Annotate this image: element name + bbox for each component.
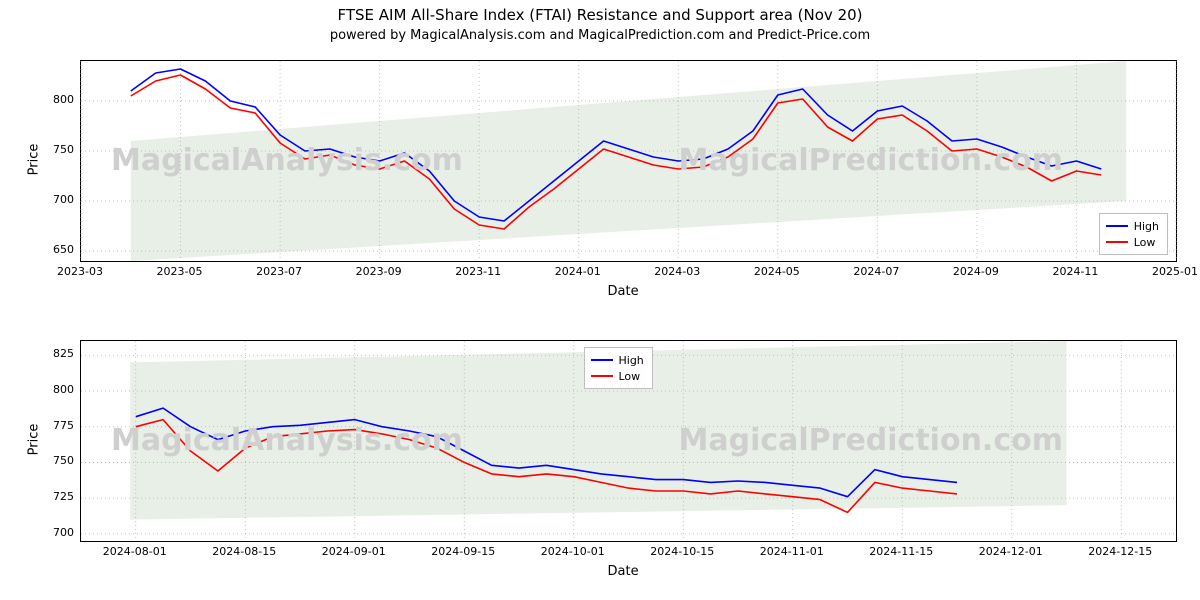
x-tick-label: 2024-09-15 xyxy=(428,545,498,558)
x-tick-label: 2023-11 xyxy=(443,265,513,278)
x-tick-label: 2023-03 xyxy=(45,265,115,278)
y-tick-label: 700 xyxy=(34,193,74,206)
legend-item-low: Low xyxy=(1106,234,1159,250)
x-tick-label: 2024-11 xyxy=(1040,265,1110,278)
x-tick-label: 2024-09 xyxy=(941,265,1011,278)
x-tick-label: 2024-01 xyxy=(543,265,613,278)
y-tick-label: 800 xyxy=(34,93,74,106)
x-tick-label: 2023-09 xyxy=(344,265,414,278)
legend: High Low xyxy=(584,347,653,389)
y-tick-label: 775 xyxy=(34,419,74,432)
x-tick-label: 2024-03 xyxy=(642,265,712,278)
x-tick-label: 2024-10-01 xyxy=(538,545,608,558)
legend-swatch-high xyxy=(591,359,613,361)
legend: High Low xyxy=(1099,213,1168,255)
x-tick-label: 2024-08-15 xyxy=(209,545,279,558)
x-tick-label: 2023-07 xyxy=(244,265,314,278)
x-tick-label: 2024-12-01 xyxy=(976,545,1046,558)
legend-swatch-high xyxy=(1106,225,1128,227)
title-block: FTSE AIM All-Share Index (FTAI) Resistan… xyxy=(0,6,1200,43)
legend-item-high: High xyxy=(1106,218,1159,234)
x-tick-label: 2024-07 xyxy=(841,265,911,278)
legend-label: High xyxy=(1134,220,1159,233)
x-tick-label: 2024-11-15 xyxy=(866,545,936,558)
chart-subtitle: powered by MagicalAnalysis.com and Magic… xyxy=(0,28,1200,43)
legend-label: Low xyxy=(1134,236,1156,249)
y-tick-label: 800 xyxy=(34,383,74,396)
top-chart-svg xyxy=(81,61,1176,261)
x-tick-label: 2024-09-01 xyxy=(319,545,389,558)
x-tick-label: 2024-08-01 xyxy=(100,545,170,558)
legend-swatch-low xyxy=(591,375,613,377)
x-axis-label: Date xyxy=(608,564,639,579)
x-tick-label: 2024-10-15 xyxy=(647,545,717,558)
y-tick-label: 750 xyxy=(34,143,74,156)
y-tick-label: 825 xyxy=(34,347,74,360)
x-tick-label: 2024-11-01 xyxy=(757,545,827,558)
legend-label: Low xyxy=(619,370,641,383)
legend-swatch-low xyxy=(1106,241,1128,243)
x-tick-label: 2023-05 xyxy=(145,265,215,278)
chart-title: FTSE AIM All-Share Index (FTAI) Resistan… xyxy=(0,6,1200,24)
legend-item-low: Low xyxy=(591,368,644,384)
y-tick-label: 700 xyxy=(34,526,74,539)
x-tick-label: 2024-12-15 xyxy=(1085,545,1155,558)
x-tick-label: 2024-05 xyxy=(742,265,812,278)
bottom-chart-panel: MagicalAnalysis.com MagicalPrediction.co… xyxy=(80,340,1177,542)
figure-root: { "title": "FTSE AIM All-Share Index (FT… xyxy=(0,0,1200,600)
y-tick-label: 650 xyxy=(34,243,74,256)
legend-label: High xyxy=(619,354,644,367)
x-tick-label: 2025-01 xyxy=(1140,265,1200,278)
y-tick-label: 725 xyxy=(34,490,74,503)
legend-item-high: High xyxy=(591,352,644,368)
x-axis-label: Date xyxy=(608,284,639,299)
y-tick-label: 750 xyxy=(34,454,74,467)
top-chart-panel: MagicalAnalysis.com MagicalPrediction.co… xyxy=(80,60,1177,262)
